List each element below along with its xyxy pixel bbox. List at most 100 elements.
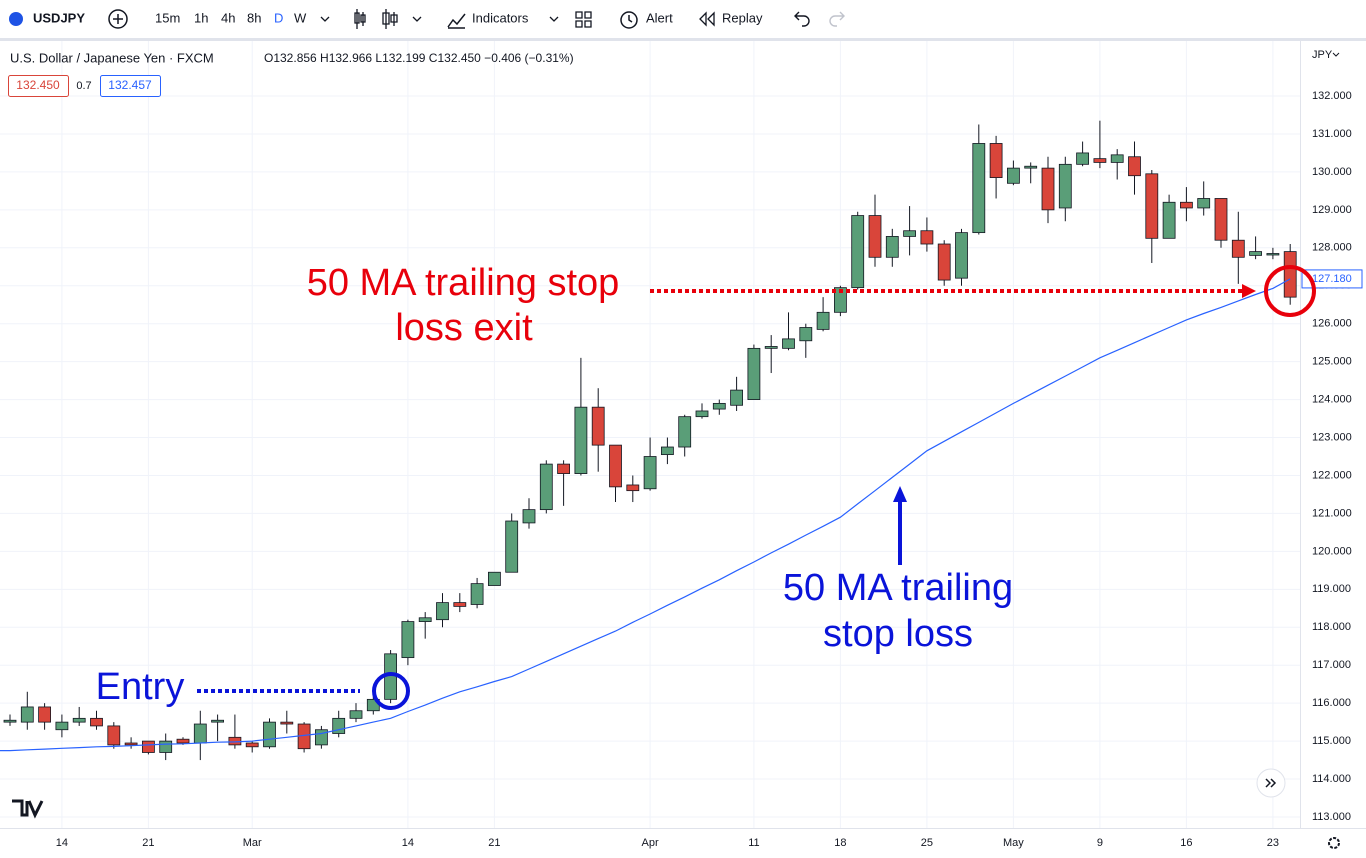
alert[interactable]: Alert: [646, 10, 673, 25]
axes: 113.000 114.000 115.000 116.000 117.000 118.0…: [56, 90, 1363, 849]
replay[interactable]: Replay: [722, 10, 763, 25]
candle-body: [1110, 154, 1124, 163]
bid: 132.450: [16, 78, 60, 92]
x-tick-label: 14: [56, 837, 68, 849]
candle-body: [1180, 201, 1193, 209]
candle-body: [955, 232, 968, 279]
annotation: loss exit: [395, 307, 533, 349]
y-tick-label: 117.000: [1312, 659, 1351, 671]
symbol[interactable]: USDJPY: [33, 10, 85, 25]
logo: [12, 799, 44, 819]
chevron[interactable]: [1332, 52, 1340, 57]
x-tick-label: Apr: [642, 837, 659, 849]
indicators-icon[interactable]: [447, 13, 466, 29]
bar-style[interactable]: [354, 9, 366, 29]
y-tick-label: 122.000: [1312, 469, 1352, 481]
add-symbol[interactable]: [108, 9, 128, 29]
bid-box[interactable]: [8, 75, 69, 97]
interval[interactable]: 15m: [155, 10, 180, 25]
y-tick-label: 120.000: [1312, 545, 1352, 557]
candle-body: [851, 215, 865, 289]
candle-body: [159, 740, 173, 753]
candle-body: [38, 706, 51, 723]
y-tick-label: 125.000: [1312, 356, 1352, 368]
chevron[interactable]: [320, 16, 330, 22]
candle-body: [972, 143, 986, 234]
ask-box[interactable]: [100, 75, 161, 97]
candle-body: [834, 287, 847, 313]
grid: [0, 41, 1300, 828]
chevron[interactable]: [412, 16, 422, 22]
x-tick-label: 25: [921, 837, 933, 849]
ma-price-label: 127.180: [1312, 273, 1352, 285]
redo[interactable]: [829, 11, 845, 27]
y-tick-label: 126.000: [1312, 318, 1352, 330]
candle-body: [989, 143, 1003, 179]
y-tick-label: 119.000: [1312, 583, 1351, 595]
candle-body: [349, 710, 363, 719]
candle-body: [1197, 198, 1211, 209]
x-tick-label: 21: [142, 837, 154, 849]
candle-body: [643, 456, 657, 490]
candle-body: [609, 444, 622, 488]
candle-body: [678, 416, 692, 448]
undo[interactable]: [794, 11, 810, 27]
x-tick-label: 21: [488, 837, 500, 849]
candle-body: [903, 230, 916, 237]
y-tick-label: 128.000: [1312, 242, 1352, 254]
candle-body: [505, 520, 519, 573]
candle-body: [1041, 167, 1055, 211]
interval[interactable]: 4h: [221, 10, 235, 25]
candle-style[interactable]: [382, 9, 398, 29]
currency[interactable]: JPY: [1312, 49, 1333, 61]
settings[interactable]: [1328, 837, 1340, 849]
candle-body: [1058, 163, 1072, 209]
candle-body: [72, 717, 86, 723]
y-tick-label: 123.000: [1312, 431, 1352, 443]
interval[interactable]: 1h: [194, 10, 208, 25]
y-tick-label: 115.000: [1312, 735, 1351, 747]
candle-body: [695, 410, 709, 418]
interval-active[interactable]: D: [274, 10, 283, 25]
y-tick-label: 116.000: [1312, 697, 1351, 709]
candle-body: [1007, 167, 1020, 184]
candle-body: [557, 463, 570, 474]
candle-body: [1145, 173, 1159, 239]
candle-body: [626, 484, 640, 492]
y-tick-label: 132.000: [1312, 90, 1352, 102]
layout-icon[interactable]: [575, 11, 592, 28]
annotation: 50 MA trailing stop: [307, 262, 620, 304]
y-tick-label: 114.000: [1312, 773, 1351, 785]
candle-body: [176, 738, 190, 744]
candle-body: [141, 740, 155, 753]
x-tick-label: May: [1003, 837, 1024, 849]
replay-icon[interactable]: [699, 11, 715, 27]
moving-average: [0, 278, 1291, 752]
candle-body: [124, 742, 138, 746]
chevron[interactable]: [549, 16, 559, 22]
add-icon: [113, 14, 123, 24]
candle-body: [1249, 251, 1262, 256]
plot: [0, 120, 1297, 761]
ask: 132.457: [108, 78, 152, 92]
y-tick-label: 129.000: [1312, 204, 1352, 216]
candle-body: [20, 706, 34, 723]
indicators[interactable]: Indicators: [472, 10, 529, 25]
candle-body: [55, 721, 69, 731]
candle-body: [539, 463, 553, 511]
candle-body: [332, 717, 346, 734]
alert-icon[interactable]: [620, 11, 638, 29]
ohlc-values: O132.856 H132.966 L132.199 C132.450 −0.4…: [264, 51, 574, 65]
candle-body: [90, 717, 103, 727]
candle-body: [3, 719, 17, 723]
candle-body: [487, 571, 501, 586]
interval[interactable]: 8h: [247, 10, 261, 25]
annotation: Entry: [96, 666, 185, 708]
candle-body: [1024, 165, 1038, 169]
candle-body: [661, 446, 674, 456]
candle-body: [574, 406, 588, 474]
interval[interactable]: W: [294, 10, 307, 25]
candle-body: [1231, 239, 1245, 258]
candle-body: [747, 347, 761, 400]
annotation: 50 MA trailing: [783, 567, 1013, 609]
